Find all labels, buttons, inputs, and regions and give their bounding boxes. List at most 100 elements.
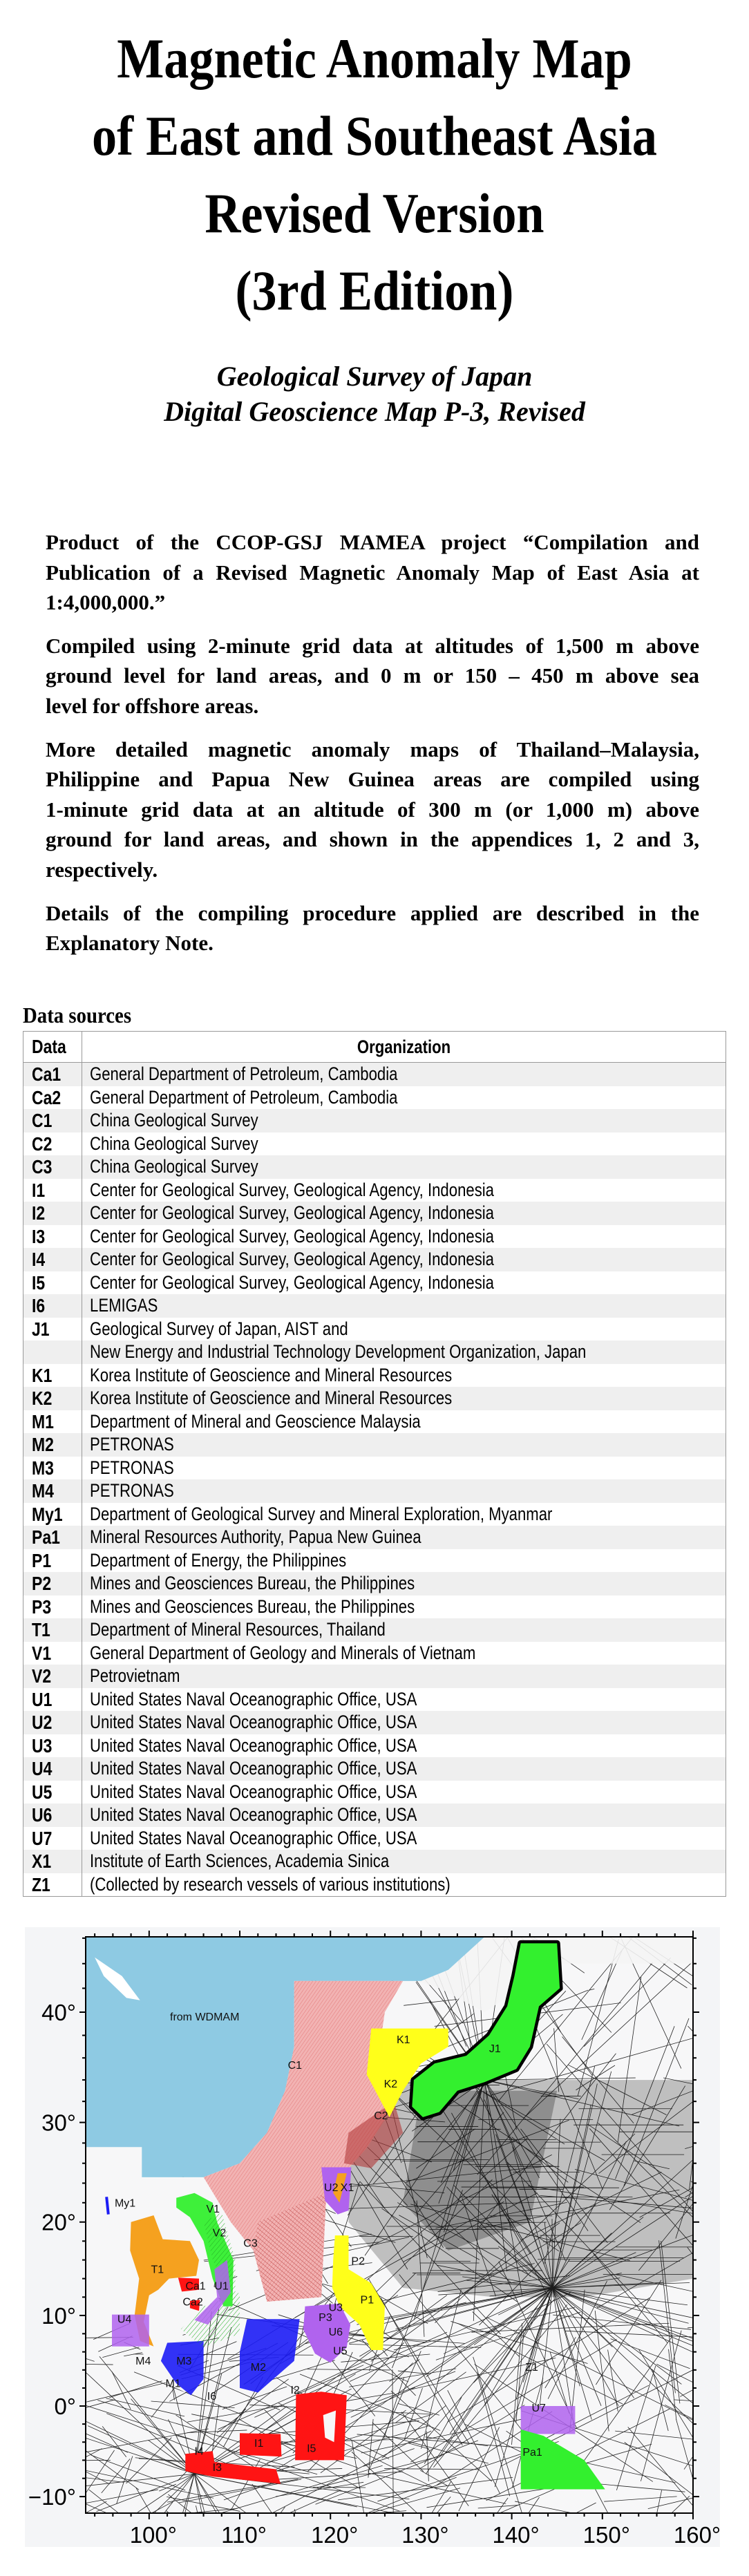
organization: China Geological Survey: [82, 1155, 726, 1179]
ship-track: [276, 2481, 364, 2497]
ship-track: [86, 2473, 195, 2487]
ship-track: [381, 2208, 518, 2302]
ship-track: [633, 2160, 670, 2170]
region-japan: [408, 1940, 563, 2121]
area-label-u2: U2: [324, 2182, 339, 2194]
title-line: (3rd Edition): [235, 259, 514, 322]
ship-track: [641, 2330, 682, 2481]
wdmam-label: from WDMAM: [170, 2011, 239, 2023]
ship-track: [552, 2141, 627, 2289]
data-code: Ca2: [23, 1086, 82, 1109]
ship-track: [462, 2276, 553, 2289]
table-row: V2 Petrovietnam: [23, 1665, 726, 1688]
ship-track: [397, 2403, 440, 2416]
ship-track: [403, 2193, 538, 2262]
ship-track: [288, 2490, 341, 2513]
data-code-text: U2: [32, 1712, 53, 1733]
region-indonesia-i5: [295, 2392, 347, 2461]
paragraph-line: level for offshore areas.: [46, 693, 259, 718]
area-label-i4: I4: [194, 2446, 203, 2458]
ship-track: [477, 2372, 511, 2497]
ship-track: [615, 2430, 693, 2440]
data-code-text: P3: [32, 1595, 52, 1618]
ship-track: [86, 2450, 115, 2494]
ship-track: [86, 2371, 195, 2474]
organization: Center for Geological Survey, Geological…: [82, 1202, 726, 1225]
subtitle: Geological Survey of Japan Digital Geosc…: [0, 359, 749, 429]
wdmam-region: [86, 1937, 485, 2177]
ship-track: [116, 2456, 133, 2504]
area-label-ca2: Ca2: [182, 2296, 202, 2308]
ship-track: [320, 2409, 406, 2474]
ship-track: [372, 2422, 424, 2472]
ship-track: [370, 2222, 560, 2362]
organization-text: China Geological Survey: [90, 1156, 258, 1177]
data-code: U1: [23, 1687, 82, 1711]
table-row: Z1 (Collected by research vessels of vari…: [23, 1873, 726, 1897]
area-label-c1: C1: [288, 2060, 303, 2072]
data-code: U5: [23, 1780, 82, 1803]
paragraph-line: 1-minute grid data at an altitude of 300…: [46, 797, 699, 822]
ship-track: [349, 2287, 553, 2382]
ship-track: [368, 2472, 506, 2504]
paragraph-line: ground for land areas, and shown in the …: [46, 827, 699, 852]
area-label-m1: M1: [165, 2378, 180, 2390]
ship-track: [552, 2277, 620, 2289]
table-row: M1 Department of Mineral and Geoscience M…: [23, 1410, 726, 1433]
ship-track: [471, 2189, 680, 2231]
ship-track: [632, 2090, 693, 2115]
ship-track: [552, 2159, 693, 2289]
ship-track: [453, 2079, 485, 2171]
ship-track: [315, 2440, 479, 2505]
organization: PETRONAS: [82, 1457, 726, 1480]
ship-track: [477, 1962, 653, 2175]
ship-track: [435, 2201, 567, 2228]
organization: Korea Institute of Geoscience and Minera…: [82, 1364, 726, 1388]
ship-track: [587, 2123, 693, 2195]
ship-track: [656, 2363, 693, 2383]
ship-track: [361, 2418, 522, 2454]
organization: (Collected by research vessels of variou…: [82, 1873, 726, 1897]
data-code-text: Ca2: [32, 1086, 61, 1108]
ship-track: [552, 2287, 580, 2387]
ship-track: [511, 2137, 569, 2183]
ship-track: [426, 2287, 553, 2474]
paragraph-line: 1:4,000,000.”: [46, 590, 166, 615]
organization: New Energy and Industrial Technology Dev…: [82, 1341, 726, 1364]
paragraph: More detailed magnetic anomaly maps of T…: [46, 735, 699, 885]
data-code-text: I5: [32, 1271, 46, 1294]
paragraph-line: Publication of a Revised Magnetic Anomal…: [46, 560, 699, 585]
ship-track: [397, 2370, 429, 2375]
ship-track: [364, 2079, 485, 2256]
organization: China Geological Survey: [82, 1109, 726, 1133]
ship-track: [604, 2496, 677, 2502]
data-code-text: M4: [32, 1480, 54, 1502]
table-row: I5 Center for Geological Survey, Geologic…: [23, 1271, 726, 1294]
region-philippines: [332, 2235, 385, 2350]
ship-track: [489, 2287, 553, 2297]
ship-track: [589, 1988, 595, 1991]
table-row: U6 United States Naval Oceanographic Offi…: [23, 1803, 726, 1827]
ship-track: [477, 2505, 519, 2509]
region-china-c3: [253, 2193, 326, 2302]
ship-track: [333, 2333, 465, 2344]
paragraph-line: respectively.: [46, 857, 158, 882]
ship-track: [194, 2473, 217, 2513]
frame-ticks: [79, 1931, 699, 2519]
area-label-v2: V2: [213, 2227, 227, 2239]
organization-text: Institute of Earth Sciences, Academia Si…: [90, 1850, 390, 1871]
ship-track: [715, 2110, 749, 2206]
ship-track: [254, 2331, 448, 2418]
ship-track: [594, 2310, 609, 2432]
ship-track: [687, 2327, 693, 2329]
data-code-text: V2: [32, 1665, 52, 1687]
data-code-text: U3: [32, 1734, 53, 1756]
data-code: I1: [23, 1178, 82, 1202]
data-code-text: V1: [32, 1642, 52, 1664]
ship-track: [552, 2287, 693, 2339]
area-label-u7: U7: [531, 2403, 546, 2414]
lat-tick-label: 0°: [54, 2394, 76, 2419]
organization: PETRONAS: [82, 1479, 726, 1503]
ship-track: [552, 2287, 619, 2407]
